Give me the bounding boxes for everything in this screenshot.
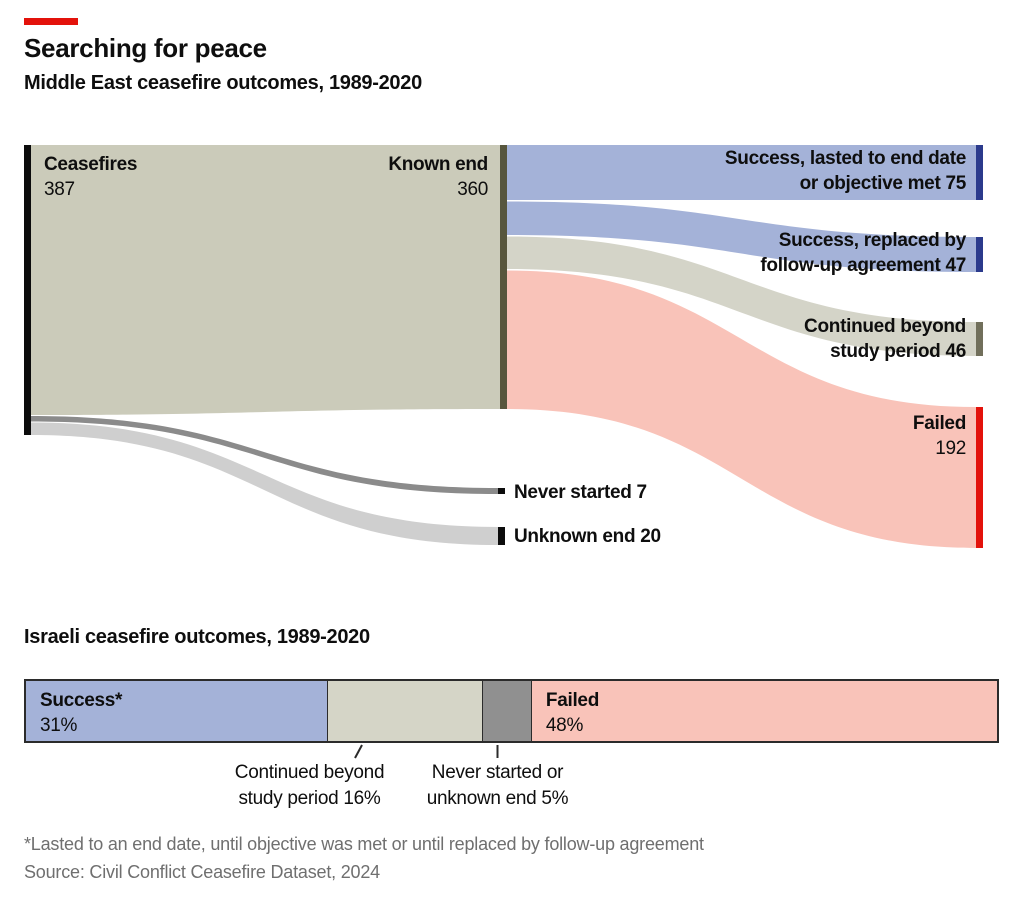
label-failed: Failed 192 [913, 411, 966, 461]
footnote: *Lasted to an end date, until objective … [24, 834, 704, 854]
bar-segment-failed-label: Failed 48% [532, 681, 997, 738]
label-success-lasted-line2: or objective met 75 [799, 173, 967, 194]
node-success-lasted [976, 145, 983, 200]
bar-note-never: Never started or unknown end 5% [405, 760, 590, 812]
label-never-started: Never started 7 [514, 482, 647, 503]
node-failed [976, 407, 983, 548]
label-known-end: Known end 360 [388, 152, 488, 202]
israel-section-heading: Israeli ceasefire outcomes, 1989-2020 [24, 626, 370, 648]
label-success-lasted-line1: Success, lasted to end date [724, 148, 966, 169]
flow-knownend-to-continued [507, 236, 976, 356]
chart-title: Searching for peace [24, 33, 267, 63]
flow-knownend-to-failed [507, 270, 976, 548]
bar-segment-never-unknown [482, 681, 531, 741]
label-success-replaced-line1: Success, replaced by [778, 230, 967, 251]
bar-segment-failed: Failed 48% [530, 681, 997, 741]
bar-note-continued: Continued beyond study period 16% [212, 760, 407, 812]
flow-ceasefires-to-unknownend [31, 422, 498, 545]
source-line: Source: Civil Conflict Ceasefire Dataset… [24, 862, 380, 882]
label-ceasefires: Ceasefires 387 [44, 152, 137, 202]
label-failed-value: 192 [935, 438, 966, 459]
bar-segment-continued [327, 681, 483, 741]
label-success-lasted: Success, lasted to end date or objective… [725, 146, 966, 196]
flow-knownend-to-success-replaced [507, 201, 976, 272]
label-success-replaced-line2: follow-up agreement 47 [760, 255, 966, 276]
bar-success-name: Success* [40, 690, 123, 711]
label-known-end-name: Known end [388, 154, 488, 175]
node-continued [976, 322, 983, 356]
label-continued: Continued beyond study period 46 [804, 314, 966, 364]
bar-segment-success-label: Success* 31% [26, 681, 327, 738]
label-continued-line1: Continued beyond [804, 316, 966, 337]
label-success-replaced: Success, replaced by follow-up agreement… [760, 228, 966, 278]
bar-note-continued-line2: study period 16% [238, 788, 381, 809]
label-ceasefires-value: 387 [44, 179, 75, 200]
leader-continued [354, 744, 363, 759]
node-knownend [500, 145, 507, 409]
label-failed-name: Failed [912, 413, 966, 434]
bar-note-never-line1: Never started or [431, 762, 564, 783]
chart-subtitle: Middle East ceasefire outcomes, 1989-202… [24, 72, 422, 94]
flow-ceasefires-to-knownend [31, 145, 500, 415]
node-ceasefires [24, 145, 31, 435]
economist-red-tick [24, 18, 78, 25]
bar-failed-name: Failed [545, 690, 600, 711]
bar-note-continued-line1: Continued beyond [234, 762, 385, 783]
label-known-end-value: 360 [457, 179, 488, 200]
flow-knownend-to-success-lasted [507, 145, 976, 200]
label-ceasefires-name: Ceasefires [44, 154, 138, 175]
flow-ceasefires-to-neverstarted [31, 416, 498, 494]
israel-stacked-bar: Success* 31% Failed 48% [24, 679, 999, 743]
node-unknownend [498, 527, 505, 545]
label-continued-line2: study period 46 [830, 341, 966, 362]
bar-success-value: 31% [40, 715, 78, 736]
bar-note-never-line2: unknown end 5% [426, 788, 569, 809]
node-success-replaced [976, 237, 983, 272]
node-neverstarted [498, 488, 505, 494]
bar-segment-success: Success* 31% [26, 681, 327, 741]
label-unknown-end: Unknown end 20 [514, 526, 661, 547]
bar-failed-value: 48% [545, 715, 584, 736]
